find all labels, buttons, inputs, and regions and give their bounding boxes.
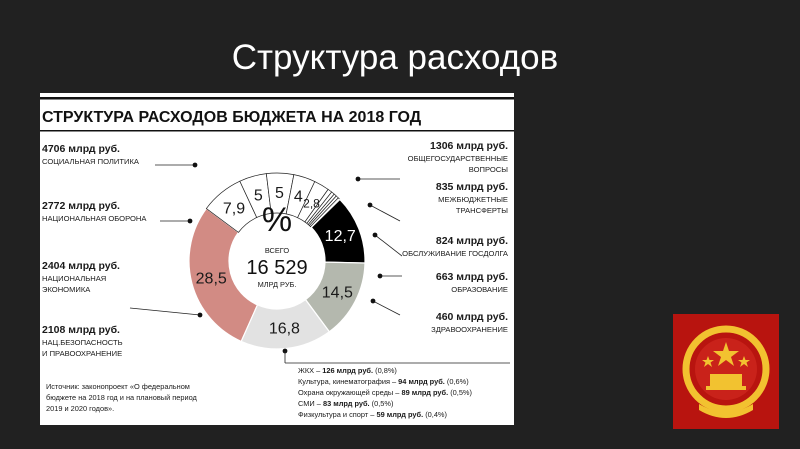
left-callout-amount-2: 2404 млрд руб. [42,260,120,272]
leader-left-2 [129,307,201,316]
center-total: 16 529 [246,257,307,279]
slice-value-label-2: 5 [254,188,263,205]
state-emblem-icon [673,314,779,429]
leader-right-1 [369,204,401,222]
source-line-2: 2019 и 2020 годов». [46,404,114,413]
left-callout-desc-0-0: СОЦИАЛЬНАЯ ПОЛИТИКА [42,157,140,166]
right-callout-amount-3: 663 млрд руб. [436,271,508,283]
slice-value-label-5: 2,8 [303,196,320,210]
right-callout-desc-3-0: ОБРАЗОВАНИЕ [451,285,508,294]
leader-dot-right-3 [377,273,383,279]
right-callout-desc-1-1: ТРАНСФЕРТЫ [456,206,508,215]
slice-value-label-4: 4 [294,188,303,205]
emblem-graphic [673,314,779,429]
budget-pie-chart: СТРУКТУРА РАСХОДОВ БЮДЖЕТА НА 2018 ГОД 2… [40,93,514,425]
pie-slice-0 [188,207,259,343]
footnote-row-4: Физкультура и спорт – 59 млрд руб. (0,4%… [298,410,447,419]
right-callout-desc-0-0: ОБЩЕГОСУДАРСТВЕННЫЕ [408,154,508,163]
left-callout-desc-2-1: ЭКОНОМИКА [42,285,91,294]
right-callout-desc-0-1: ВОПРОСЫ [469,165,508,174]
center-unit: МЛРД РУБ. [258,280,297,289]
slide-title: Структура расходов [231,38,559,77]
leader-dot-right-0 [355,176,361,182]
left-callout-desc-2-0: НАЦИОНАЛЬНАЯ [42,274,106,283]
footnote-row-0: ЖКХ – 126 млрд руб. (0,8%) [298,366,397,375]
slice-value-label-1: 7,9 [223,200,245,217]
left-callout-desc-3-1: И ПРАВООХРАНЕНИЕ [42,349,122,358]
chart-header: СТРУКТУРА РАСХОДОВ БЮДЖЕТА НА 2018 ГОД [42,109,422,126]
source-line-1: бюджете на 2018 год и на плановый период [46,393,198,402]
center-caption: ВСЕГО [265,246,290,255]
chart-panel: СТРУКТУРА РАСХОДОВ БЮДЖЕТА НА 2018 ГОД 2… [40,93,514,425]
footnote-row-3: СМИ – 83 млрд руб. (0,5%) [298,399,393,408]
slice-value-label-3: 5 [275,185,284,202]
leader-right-4 [372,300,401,316]
leader-right-2 [374,234,403,257]
leader-dot-left-1 [187,218,193,224]
right-callout-desc-4-0: ЗДРАВООХРАНЕНИЕ [431,325,508,334]
right-callout-amount-4: 460 млрд руб. [436,311,508,323]
left-callout-amount-1: 2772 млрд руб. [42,200,120,212]
left-callout-desc-3-0: НАЦ.БЕЗОПАСНОСТЬ [42,338,123,347]
percent-symbol: % [262,201,292,239]
leader-dot-left-0 [192,162,198,168]
footnote-row-1: Культура, кинематография – 94 млрд руб. … [298,377,469,386]
right-callout-amount-2: 824 млрд руб. [436,235,508,247]
pie-slice-13 [240,298,331,350]
slice-value-label-13: 16,8 [269,321,300,338]
left-callout-amount-0: 4706 млрд руб. [42,143,120,155]
leader-dot-right-4 [370,298,376,304]
leader-dot-right-2 [372,232,378,238]
right-callout-amount-1: 835 млрд руб. [436,181,508,193]
slice-value-label-11: 12,7 [325,228,356,245]
left-callout-amount-3: 2108 млрд руб. [42,324,120,336]
leader-dot-left-2 [197,312,203,318]
leader-dot-right-1 [367,202,373,208]
slice-value-label-0: 28,5 [196,270,227,287]
left-callout-desc-1-0: НАЦИОНАЛЬНАЯ ОБОРОНА [42,214,147,223]
right-callout-amount-0: 1306 млрд руб. [430,140,508,152]
slice-value-label-12: 14,5 [322,284,353,301]
footnote-row-2: Охрана окружающей среды – 89 млрд руб. (… [298,388,472,397]
right-callout-desc-2-0: ОБСЛУЖИВАНИЕ ГОСДОЛГА [402,249,509,258]
right-callout-desc-1-0: МЕЖБЮДЖЕТНЫЕ [438,195,508,204]
source-line-0: Источник: законопроект «О федеральном [46,382,190,391]
